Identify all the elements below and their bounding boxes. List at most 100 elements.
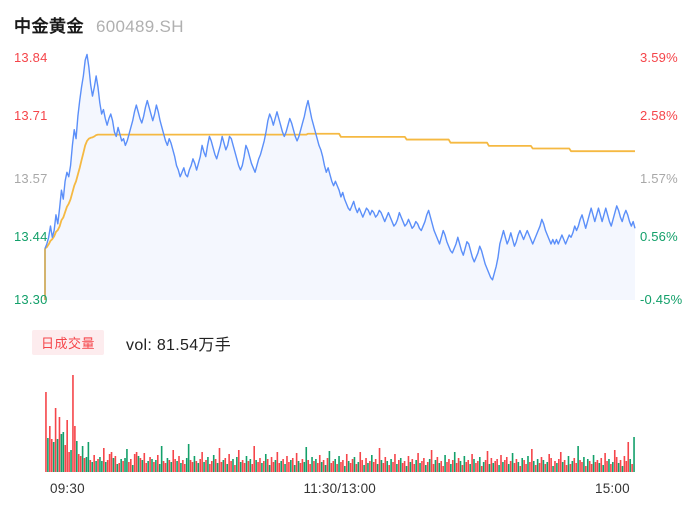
volume-bar xyxy=(149,457,151,472)
volume-bar xyxy=(425,465,427,472)
percent-tick-label: -0.45% xyxy=(640,292,683,307)
volume-bar xyxy=(490,458,493,472)
volume-bar xyxy=(419,463,421,472)
volume-bar xyxy=(89,460,92,472)
price-chart-panel[interactable]: 13.84 13.71 13.57 13.44 13.30 3.59% 2.58% 1.57… xyxy=(0,44,686,314)
volume-bar xyxy=(504,460,506,472)
volume-bar xyxy=(218,448,221,472)
volume-bar xyxy=(388,465,390,472)
volume-bar xyxy=(367,463,369,472)
volume-bar xyxy=(554,461,556,472)
volume-bar xyxy=(500,455,502,472)
volume-bar xyxy=(272,462,275,472)
volume-bar xyxy=(74,426,76,472)
volume-bar xyxy=(457,458,460,472)
volume-bar xyxy=(384,457,387,472)
time-tick-label: 11:30/13:00 xyxy=(303,481,377,496)
volume-bar xyxy=(496,459,498,472)
volume-bar xyxy=(575,463,577,472)
volume-bar xyxy=(178,456,180,472)
volume-bar xyxy=(608,459,610,472)
volume-bar xyxy=(170,462,173,472)
volume-bar xyxy=(344,466,346,472)
volume-bar xyxy=(155,460,157,472)
volume-bar xyxy=(409,462,412,472)
volume-bar xyxy=(428,459,431,472)
volume-bar xyxy=(374,459,377,472)
volume-bar xyxy=(328,451,331,472)
volume-bar xyxy=(542,460,545,472)
volume-bar xyxy=(565,465,568,472)
price-area-fill xyxy=(45,54,635,300)
volume-bar xyxy=(158,464,161,472)
volume-bar xyxy=(87,442,90,472)
volume-bar xyxy=(274,460,277,472)
volume-bar xyxy=(629,459,631,472)
volume-bar xyxy=(288,462,290,472)
volume-bar xyxy=(70,450,72,472)
volume-bar xyxy=(112,458,115,472)
volume-chart-svg[interactable] xyxy=(0,365,686,477)
volume-bar xyxy=(226,464,229,472)
volume-bar xyxy=(598,463,601,472)
volume-bar xyxy=(469,464,471,472)
volume-bar xyxy=(104,462,107,472)
volume-bar xyxy=(372,462,375,472)
volume-bar xyxy=(234,465,236,472)
volume-bar xyxy=(573,458,576,472)
volume-bar xyxy=(369,461,371,472)
volume-bar xyxy=(511,453,514,472)
volume-bar xyxy=(550,458,552,472)
price-tick-label: 13.84 xyxy=(14,50,48,65)
volume-bar xyxy=(617,463,620,472)
volume-bar xyxy=(255,460,257,472)
volume-bar xyxy=(91,462,94,472)
volume-bar xyxy=(349,463,352,472)
volume-bar xyxy=(317,463,319,472)
volume-bar xyxy=(627,442,630,472)
volume-bar xyxy=(558,459,560,472)
volume-bar xyxy=(236,457,238,472)
volume-bar xyxy=(307,460,309,472)
price-line xyxy=(44,53,636,281)
volume-bar xyxy=(351,459,354,472)
percent-tick-label: 2.58% xyxy=(640,108,678,124)
volume-bar xyxy=(430,450,433,472)
volume-bar xyxy=(525,464,527,472)
volume-bar xyxy=(448,459,450,472)
volume-bar xyxy=(492,463,495,472)
volume-bar xyxy=(415,460,417,472)
volume-bar xyxy=(502,462,504,472)
volume-bar xyxy=(363,465,365,472)
volume-bar xyxy=(536,459,539,472)
price-tick-label: 13.44 xyxy=(14,229,48,245)
volume-bar xyxy=(380,460,383,472)
volume-bar xyxy=(207,457,209,472)
volume-bar xyxy=(596,460,599,472)
volume-bar xyxy=(324,465,327,472)
volume-bar xyxy=(355,464,358,472)
volume-chart-panel[interactable] xyxy=(0,365,686,477)
volume-bar xyxy=(313,461,315,472)
volume-bar xyxy=(311,457,313,472)
volume-bar xyxy=(128,462,130,472)
volume-bar xyxy=(513,463,516,472)
volume-badge: 日成交量 xyxy=(32,330,105,355)
volume-bar xyxy=(212,455,215,472)
volume-bar xyxy=(301,459,304,472)
volume-bar xyxy=(386,461,389,472)
volume-bar xyxy=(201,452,203,472)
volume-bar xyxy=(108,454,111,472)
percent-tick-label: 1.57% xyxy=(640,171,678,186)
volume-bar xyxy=(405,466,408,472)
volume-bar xyxy=(174,459,176,472)
average-price-line xyxy=(44,132,635,250)
volume-bar xyxy=(168,460,171,472)
volume-bar xyxy=(249,459,252,472)
volume-bar xyxy=(552,466,554,472)
volume-bar xyxy=(153,462,155,472)
volume-bar xyxy=(371,455,373,472)
time-axis: 09:30 11:30/13:00 15:00 xyxy=(0,481,686,501)
volume-value-label: vol: 81.54万手 xyxy=(126,336,231,354)
price-chart-svg[interactable] xyxy=(0,44,686,314)
